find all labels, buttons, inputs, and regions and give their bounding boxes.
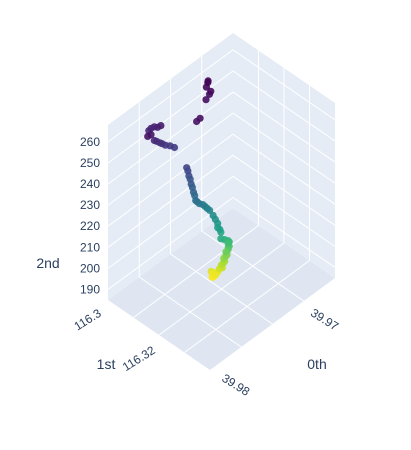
x-tick-label: 39.98 [219,371,252,399]
data-point [191,192,199,200]
z-gridline-0 [107,196,336,290]
data-point [188,183,196,191]
z-gridline-3 [107,133,336,227]
data-point [209,211,217,219]
x-tick-label: 39.97 [308,306,341,334]
z-gridline-1 [107,175,336,269]
z-tick-label: 250 [80,156,100,170]
data-point [193,198,201,206]
z-gridline-2 [107,154,336,248]
data-point [184,167,192,175]
data-point [144,132,152,140]
z-tick-label: 190 [80,282,100,296]
z-tick-label: 230 [80,198,100,212]
data-point [150,136,158,145]
z-tick-label: 210 [80,240,100,254]
z-tick-label: 220 [80,219,100,233]
x-axis-title: 0th [307,356,326,372]
z-gridline-5 [107,91,336,185]
data-point [186,175,194,183]
z-tick-label: 240 [80,177,100,191]
data-point [222,248,230,256]
y-axis-title: 1st [97,356,116,372]
floor-grid-x-2 [201,230,305,302]
data-points [144,77,233,281]
y-tick-label: 116.3 [71,306,103,333]
data-point [202,96,210,104]
data-point [147,124,155,132]
data-point [196,114,204,122]
data-point [199,201,207,209]
z-tick-label: 260 [80,135,100,149]
floor-grid-y-2 [133,225,259,318]
y-tick-label: 116.32 [120,343,158,374]
data-point [224,239,232,247]
z-axis-title: 2nd [36,255,59,271]
data-point [204,77,212,85]
z-tick-label: 200 [80,261,100,275]
floor-grid-y-1 [158,242,285,336]
z-gridline-4 [107,112,336,206]
z-gridline-7 [107,49,336,143]
grid-lines [107,49,336,353]
